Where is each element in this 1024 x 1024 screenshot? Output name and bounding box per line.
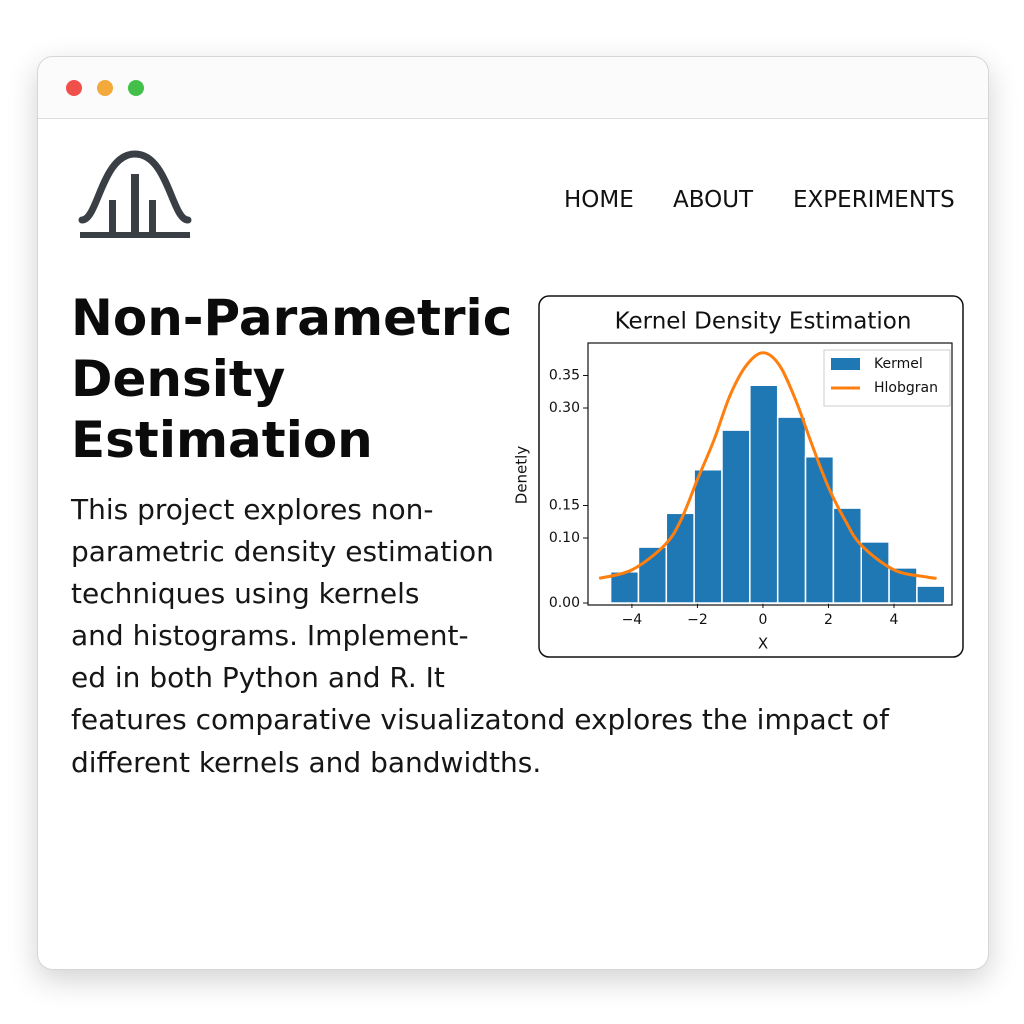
maximize-button[interactable] <box>128 80 144 96</box>
histogram-bar <box>721 429 751 604</box>
nav-link[interactable]: HOME <box>564 187 634 213</box>
page-title: Estimation <box>71 411 373 469</box>
plot-frame <box>587 342 953 606</box>
x-axis-label: X <box>758 635 768 653</box>
x-tick-label: 2 <box>824 612 833 628</box>
description: techniques using kernels <box>71 577 420 610</box>
histogram-bar <box>609 571 640 604</box>
description: and histograms. Implement- <box>71 619 469 652</box>
histogram-bar <box>665 512 695 604</box>
chart-title: Kernel Density Estimation <box>615 309 912 335</box>
title-bar <box>38 57 988 119</box>
histogram-bar <box>916 585 946 604</box>
description: different kernels and bandwidths. <box>71 746 542 779</box>
minimize-button[interactable] <box>97 80 113 96</box>
x-tick-label: −4 <box>622 612 643 628</box>
nav-link[interactable]: ABOUT <box>673 187 754 213</box>
histogram-bar <box>693 469 723 604</box>
y-tick-label: 0.35 <box>549 368 580 384</box>
x-tick-label: 4 <box>890 612 899 628</box>
x-tick-label: 0 <box>758 612 767 628</box>
y-axis-label: Denetly <box>513 446 531 505</box>
histogram-bar <box>804 456 835 604</box>
density-line <box>598 351 937 580</box>
legend-swatch <box>831 358 860 370</box>
legend-label: Kermel <box>874 356 923 372</box>
description: ed in both Python and R. It <box>71 661 445 694</box>
y-tick-label: 0.10 <box>549 530 580 546</box>
nav-link[interactable]: EXPERIMENTS <box>793 187 955 213</box>
y-tick-label: 0.30 <box>549 400 580 416</box>
y-tick-label: 0.00 <box>549 595 580 611</box>
legend-label: Hlobgran <box>874 380 938 396</box>
description: features comparative visualizatond explo… <box>71 703 889 736</box>
page-title: Density <box>71 350 286 408</box>
close-button[interactable] <box>66 80 82 96</box>
histogram-bar <box>776 416 807 604</box>
description: parametric density estimation <box>71 535 494 568</box>
description: This project explores non- <box>71 493 434 526</box>
histogram-bar <box>749 384 779 604</box>
logo[interactable] <box>78 148 192 240</box>
page-title: Non-Parametric <box>71 289 513 347</box>
x-tick-label: −2 <box>687 612 708 628</box>
y-tick-label: 0.15 <box>549 498 580 514</box>
